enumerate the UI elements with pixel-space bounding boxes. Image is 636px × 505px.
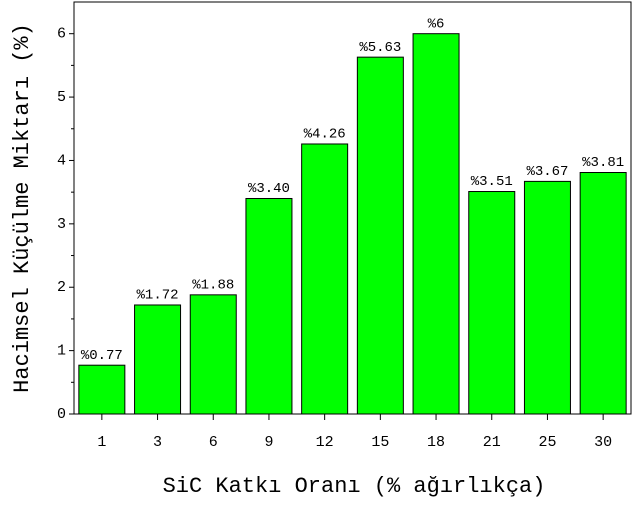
y-tick-label: 4 bbox=[57, 152, 66, 169]
value-label: %3.67 bbox=[526, 164, 568, 180]
y-tick-label: 3 bbox=[57, 216, 66, 233]
value-label: %3.51 bbox=[471, 174, 513, 190]
x-tick-label: 21 bbox=[483, 434, 501, 451]
y-tick-label: 1 bbox=[57, 343, 66, 360]
y-tick-label: 5 bbox=[57, 89, 66, 106]
value-label: %1.88 bbox=[192, 278, 234, 294]
x-tick-label: 6 bbox=[209, 434, 218, 451]
x-tick-label: 30 bbox=[594, 434, 612, 451]
bar bbox=[412, 33, 460, 415]
value-label: %1.72 bbox=[137, 288, 179, 304]
bar bbox=[189, 294, 237, 415]
x-tick-label: 1 bbox=[97, 434, 106, 451]
bar bbox=[356, 56, 404, 415]
x-axis-label: SiC Katkı Oranı (% ağırlıkça) bbox=[163, 474, 546, 499]
y-tick-label: 0 bbox=[57, 406, 66, 423]
y-tick-label: 2 bbox=[57, 279, 66, 296]
bar bbox=[523, 180, 571, 415]
bar bbox=[468, 191, 516, 415]
x-tick-label: 25 bbox=[538, 434, 556, 451]
x-tick-label: 9 bbox=[264, 434, 273, 451]
bar bbox=[245, 197, 293, 415]
x-tick-label: 18 bbox=[427, 434, 445, 451]
value-label: %0.77 bbox=[81, 348, 123, 364]
value-label: %5.63 bbox=[359, 40, 401, 56]
bar bbox=[78, 364, 126, 415]
y-axis-label: Hacimsel Küçülme Miktarı (%) bbox=[10, 23, 35, 393]
bar bbox=[301, 143, 349, 415]
x-tick-label: 15 bbox=[371, 434, 389, 451]
value-label: %4.26 bbox=[304, 127, 346, 143]
value-label: %3.81 bbox=[582, 155, 624, 171]
x-tick-label: 12 bbox=[316, 434, 334, 451]
plot-frame bbox=[73, 1, 632, 415]
bar bbox=[579, 172, 627, 415]
value-label: %3.40 bbox=[248, 181, 290, 197]
y-tick-label: 6 bbox=[57, 26, 66, 43]
bar bbox=[134, 304, 182, 415]
value-label: %6 bbox=[428, 16, 445, 32]
x-tick-label: 3 bbox=[153, 434, 162, 451]
